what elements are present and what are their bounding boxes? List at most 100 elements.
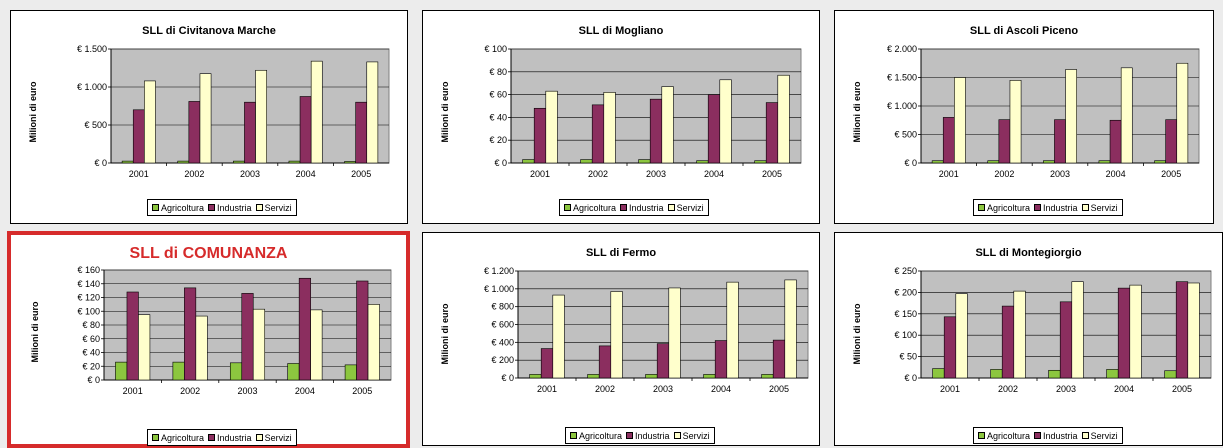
bar-industria-2002 (184, 287, 197, 381)
bar-industria-2005 (1175, 281, 1189, 379)
bar-industria-2003 (656, 343, 670, 379)
legend-label: Industria (629, 202, 664, 213)
legend-entry-agricoltura: Agricoltura (570, 431, 622, 441)
bar-servizi-2004 (726, 281, 739, 379)
bar-agricoltura-2005 (344, 161, 356, 164)
bar-servizi-2004 (719, 79, 732, 164)
bar-industria-2001 (540, 348, 554, 379)
x-tick-label: 2003 (653, 384, 673, 394)
bar-agricoltura-2005 (754, 160, 767, 164)
bar-agricoltura-2003 (638, 159, 651, 164)
bar-agricoltura-2001 (115, 361, 128, 381)
legend-entry-agricoltura: Agricoltura (152, 203, 204, 213)
chart-svg: € 0 € 50 € 100 € 150 € 200 € 250 2001 2002 2003 2… (894, 266, 1212, 394)
bar-industria-2001 (126, 291, 139, 381)
bar-agricoltura-2002 (580, 159, 593, 164)
y-tick-label: € 600 (491, 320, 514, 330)
bar-industria-2003 (244, 101, 256, 164)
legend-entry-servizi: Servizi (255, 203, 292, 213)
legend-label: Agricoltura (161, 432, 205, 443)
y-tick-label: € 250 (894, 266, 917, 276)
bar-servizi-2004 (1120, 67, 1133, 164)
bar-agricoltura-2003 (229, 362, 243, 381)
chart-title: SLL di COMUNANZA (129, 245, 288, 262)
y-tick-label: € 400 (491, 337, 514, 347)
bar-industria-2001 (533, 107, 547, 164)
legend-entry-agricoltura: Agricoltura (978, 203, 1030, 213)
bar-servizi-2002 (1013, 290, 1026, 379)
chart-panel-mogliano: SLL di Mogliano Milioni di euro € 0 € 20 €… (422, 10, 820, 224)
y-tick-label: € 120 (77, 293, 100, 303)
legend-swatch-servizi (1081, 432, 1089, 439)
bar-servizi-2004 (310, 60, 323, 164)
bar-servizi-2001 (545, 90, 558, 164)
x-tick-label: 2004 (296, 169, 316, 179)
bar-industria-2002 (998, 119, 1011, 164)
legend-entry-industria: Industria (208, 203, 252, 213)
y-tick-label: € 100 (894, 330, 917, 340)
y-tick-label: € 150 (894, 309, 917, 319)
bar-servizi-2004 (1129, 284, 1142, 379)
y-tick-label: € 200 (491, 355, 514, 365)
legend-entry-industria: Industria (626, 431, 670, 441)
bar-industria-2004 (1109, 119, 1122, 164)
chart-panel-montegiorgio: SLL di Montegiorgio Milioni di euro € 0 €… (834, 232, 1223, 446)
y-tick-label: € 1.500 (77, 44, 107, 54)
legend: Agricoltura Industria Servizi (973, 427, 1123, 444)
x-tick-label: 2002 (588, 169, 608, 179)
y-tick-label: € 160 (77, 265, 100, 275)
y-tick-label: € 40 (82, 348, 100, 358)
legend-swatch-agricoltura (152, 204, 159, 211)
x-tick-label: 2004 (704, 169, 724, 179)
legend: Agricoltura Industria Servizi (147, 199, 297, 216)
bar-agricoltura-2001 (121, 160, 134, 164)
x-tick-label: 2005 (351, 169, 371, 179)
bar-industria-2005 (765, 102, 779, 164)
legend-label: Servizi (264, 432, 292, 443)
legend-entry-agricoltura: Agricoltura (978, 431, 1030, 441)
bar-agricoltura-2005 (1154, 160, 1166, 164)
legend-label: Industria (635, 430, 670, 441)
legend-swatch-servizi (673, 432, 681, 439)
legend-entry-servizi: Servizi (255, 432, 292, 443)
legend-label: Servizi (682, 430, 710, 441)
y-tick-label: € 0 (94, 158, 107, 168)
bar-servizi-2003 (1071, 281, 1084, 379)
bar-servizi-2003 (661, 86, 674, 164)
bar-agricoltura-2002 (987, 160, 1000, 164)
legend-swatch-industria (1034, 204, 1042, 211)
x-tick-label: 2002 (998, 384, 1018, 394)
legend-swatch-servizi (1081, 204, 1089, 211)
bar-agricoltura-2004 (288, 160, 301, 164)
legend: Agricoltura Industria Servizi (973, 199, 1123, 216)
bar-agricoltura-2001 (522, 159, 535, 164)
bar-industria-2001 (942, 117, 955, 164)
bar-agricoltura-2005 (1164, 370, 1177, 379)
y-tick-label: € 60 (489, 90, 507, 100)
bar-agricoltura-2003 (1043, 160, 1055, 164)
legend-swatch-industria (1034, 432, 1042, 439)
y-tick-label: € 40 (489, 112, 507, 122)
y-tick-label: € 1.000 (77, 82, 107, 92)
bar-agricoltura-2004 (1098, 160, 1111, 164)
y-tick-label: € 2.000 (887, 44, 917, 54)
legend-entry-industria: Industria (1034, 431, 1078, 441)
x-tick-label: 2005 (352, 386, 372, 396)
bar-agricoltura-2002 (990, 369, 1003, 379)
bar-agricoltura-2001 (931, 160, 944, 164)
y-tick-label: € 0 (501, 373, 514, 383)
legend-entry-agricoltura: Agricoltura (564, 203, 616, 213)
y-tick-label: € 80 (489, 67, 507, 77)
bar-servizi-2005 (366, 61, 379, 164)
legend-swatch-agricoltura (564, 204, 571, 211)
chart-panel-fermo: SLL di Fermo Milioni di euro € 0 € 200 € 4… (422, 232, 820, 446)
bar-agricoltura-2003 (645, 374, 658, 379)
bar-servizi-2001 (552, 294, 565, 379)
x-tick-label: 2003 (240, 169, 260, 179)
x-tick-label: 2005 (1161, 169, 1181, 179)
bar-agricoltura-2002 (172, 361, 185, 381)
bar-industria-2002 (188, 101, 201, 164)
chart-panel-civitanova: SLL di Civitanova Marche Milioni di euro… (10, 10, 408, 224)
bar-industria-2003 (1054, 119, 1066, 164)
legend-entry-industria: Industria (1034, 203, 1078, 213)
